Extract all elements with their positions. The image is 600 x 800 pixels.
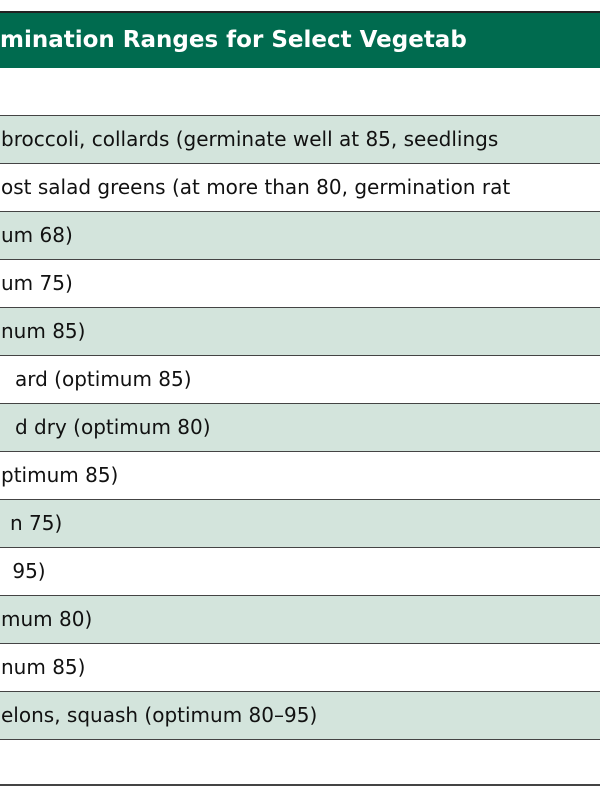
table: broccoli, collards (germinate well at 85… <box>0 115 600 740</box>
row-text: num 85) <box>1 319 86 343</box>
row-text: broccoli, collards (germinate well at 85… <box>1 127 499 151</box>
table-row: num 85) <box>0 307 600 355</box>
row-text: um 75) <box>1 271 73 295</box>
header-title: mination Ranges for Select Vegetab <box>0 27 467 53</box>
row-text: ptimum 85) <box>1 463 119 487</box>
row-text: d dry (optimum 80) <box>15 415 211 439</box>
row-text: um 68) <box>1 223 73 247</box>
row-text: mum 80) <box>1 607 93 631</box>
row-text: num 85) <box>1 655 86 679</box>
table-row: elons, squash (optimum 80–95) <box>0 691 600 740</box>
table-header: mination Ranges for Select Vegetab <box>0 13 600 68</box>
table-row: num 85) <box>0 643 600 691</box>
table-row: um 75) <box>0 259 600 307</box>
table-row: ard (optimum 85) <box>0 355 600 403</box>
table-row: um 68) <box>0 211 600 259</box>
table-row: broccoli, collards (germinate well at 85… <box>0 115 600 163</box>
row-text: ard (optimum 85) <box>15 367 192 391</box>
table-row: 95) <box>0 547 600 595</box>
row-text: ost salad greens (at more than 80, germi… <box>1 175 511 199</box>
top-rule <box>0 11 600 13</box>
table-row: ptimum 85) <box>0 451 600 499</box>
table-row: n 75) <box>0 499 600 547</box>
table-row: d dry (optimum 80) <box>0 403 600 451</box>
table-row: ost salad greens (at more than 80, germi… <box>0 163 600 211</box>
bottom-rule <box>0 784 600 786</box>
row-text: n 75) <box>10 511 63 535</box>
row-text: elons, squash (optimum 80–95) <box>1 703 318 727</box>
table-row: mum 80) <box>0 595 600 643</box>
row-text: 95) <box>6 559 46 583</box>
